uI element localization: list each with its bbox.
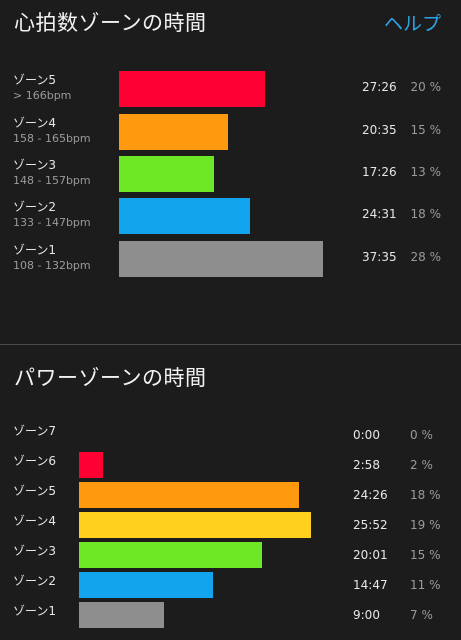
power-zone-percent: 7 %: [410, 608, 433, 622]
hr-zone-time: 37:35: [362, 250, 397, 264]
power-zone-row: ゾーン3 20:01 15 %: [0, 542, 461, 568]
hr-zone-bar: [119, 71, 265, 107]
power-title: パワーゾーンの時間: [14, 366, 207, 390]
hr-zone-percent: 18 %: [410, 207, 442, 221]
power-zone-percent: 18 %: [410, 488, 441, 502]
hr-zone-time: 17:26: [362, 165, 397, 179]
hr-zone-row: ゾーン5 > 166bpm 27:26 20 %: [0, 71, 461, 109]
power-zone-name: ゾーン2: [13, 574, 57, 588]
hr-zone-time: 20:35: [362, 123, 397, 137]
power-zone-row: ゾーン1 9:00 7 %: [0, 602, 461, 628]
power-zone-bar: [79, 482, 299, 508]
power-zone-time: 9:00: [353, 608, 380, 622]
power-zone-percent: 19 %: [410, 518, 441, 532]
power-zone-name: ゾーン3: [13, 544, 57, 558]
power-zone-time: 0:00: [353, 428, 380, 442]
hr-zone-bar: [119, 114, 228, 150]
power-zone-name: ゾーン4: [13, 514, 57, 528]
power-zone-name: ゾーン6: [13, 454, 57, 468]
hr-zone-range: 158 - 165bpm: [13, 132, 91, 145]
hr-zone-name: ゾーン1: [13, 243, 57, 257]
power-zone-percent: 15 %: [410, 548, 441, 562]
hr-zone-time: 27:26: [362, 80, 397, 94]
power-zone-bar: [79, 602, 164, 628]
power-zone-name: ゾーン1: [13, 604, 57, 618]
hr-zone-bar: [119, 156, 214, 192]
power-zone-row: ゾーン5 24:26 18 %: [0, 482, 461, 508]
power-zone-time: 20:01: [353, 548, 388, 562]
hr-zone-name: ゾーン5: [13, 73, 57, 87]
hr-zone-percent: 28 %: [410, 250, 442, 264]
power-zone-row: ゾーン4 25:52 19 %: [0, 512, 461, 538]
power-zone-time: 14:47: [353, 578, 388, 592]
hr-zone-percent: 13 %: [410, 165, 442, 179]
section-divider: [0, 344, 461, 345]
power-zone-bar: [79, 542, 262, 568]
hr-zone-range: 108 - 132bpm: [13, 259, 91, 272]
power-zone-name: ゾーン7: [13, 424, 57, 438]
hr-zone-range: 133 - 147bpm: [13, 216, 91, 229]
hr-zone-name: ゾーン2: [13, 200, 57, 214]
power-zone-time: 25:52: [353, 518, 388, 532]
power-zone-bar: [79, 512, 311, 538]
hr-zone-bar: [119, 241, 323, 277]
power-zone-name: ゾーン5: [13, 484, 57, 498]
power-zone-percent: 2 %: [410, 458, 433, 472]
hr-zone-row: ゾーン4 158 - 165bpm 20:35 15 %: [0, 114, 461, 152]
power-zone-time: 2:58: [353, 458, 380, 472]
power-zone-percent: 0 %: [410, 428, 433, 442]
hr-zone-time: 24:31: [362, 207, 397, 221]
power-zone-row: ゾーン2 14:47 11 %: [0, 572, 461, 598]
power-zone-row: ゾーン6 2:58 2 %: [0, 452, 461, 478]
hr-zone-percent: 15 %: [410, 123, 442, 137]
hr-zone-name: ゾーン3: [13, 158, 57, 172]
hr-zone-row: ゾーン1 108 - 132bpm 37:35 28 %: [0, 241, 461, 279]
power-zone-row: ゾーン7 0:00 0 %: [0, 422, 461, 448]
hr-zone-range: > 166bpm: [13, 89, 72, 102]
hr-zone-percent: 20 %: [410, 80, 442, 94]
power-zone-percent: 11 %: [410, 578, 441, 592]
power-zone-bar: [79, 572, 213, 598]
hr-zone-name: ゾーン4: [13, 116, 57, 130]
hr-zone-bar: [119, 198, 250, 234]
hr-zone-range: 148 - 157bpm: [13, 174, 91, 187]
heart-rate-title: 心拍数ゾーンの時間: [14, 11, 207, 35]
help-link[interactable]: ヘルプ: [383, 13, 441, 35]
power-zone-time: 24:26: [353, 488, 388, 502]
hr-zone-row: ゾーン2 133 - 147bpm 24:31 18 %: [0, 198, 461, 236]
power-zone-bar: [79, 452, 103, 478]
hr-zone-row: ゾーン3 148 - 157bpm 17:26 13 %: [0, 156, 461, 194]
